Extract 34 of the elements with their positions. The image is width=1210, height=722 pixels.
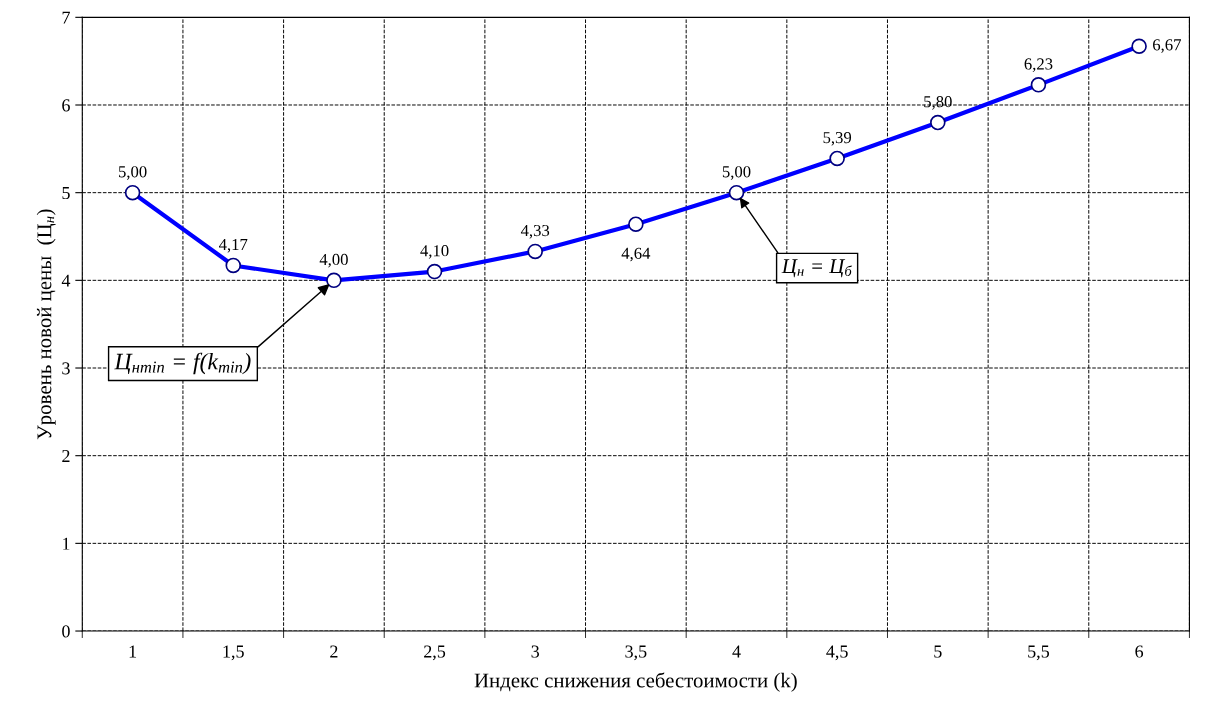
x-tick-label: 1,5 bbox=[223, 645, 244, 661]
data-label: 4,64 bbox=[621, 247, 651, 262]
x-tick-label: 5 bbox=[934, 645, 942, 658]
data-label: 4,10 bbox=[420, 245, 449, 259]
y-tick-label: 4 bbox=[61, 274, 71, 287]
y-tick-label: 7 bbox=[62, 11, 70, 24]
data-label: 5,80 bbox=[924, 96, 952, 110]
x-tick-label: 3 bbox=[531, 645, 540, 658]
y-tick-label: 6 bbox=[62, 99, 70, 112]
y-axis-title: Уровень новой цены (Ц$_{н}$) bbox=[36, 209, 56, 440]
data-label: 4,33 bbox=[520, 224, 550, 239]
data-label: 4,00 bbox=[319, 253, 348, 268]
annotation: Ц$_{нmin}$ = f(k$_{min}$) bbox=[114, 352, 251, 375]
annotation: Ц$_{н}$ = Ц$_{б}$ bbox=[781, 259, 853, 278]
y-tick-label: 5 bbox=[62, 187, 70, 200]
y-tick-label: 2 bbox=[62, 449, 70, 462]
data-label: 5,39 bbox=[823, 132, 852, 146]
x-tick-label: 1 bbox=[129, 645, 137, 658]
data-label: 6,23 bbox=[1024, 58, 1053, 72]
x-tick-label: 5,5 bbox=[1028, 645, 1050, 661]
y-tick-label: 0 bbox=[62, 625, 70, 638]
data-label: 5,00 bbox=[118, 166, 147, 180]
data-label: 5,00 bbox=[722, 166, 751, 180]
x-tick-label: 2 bbox=[330, 645, 338, 658]
y-tick-label: 1 bbox=[63, 537, 70, 550]
data-label: 4,17 bbox=[219, 239, 248, 253]
x-tick-label: 3,5 bbox=[625, 645, 647, 661]
x-tick-label: 4,5 bbox=[826, 645, 848, 661]
x-axis-title: Индекс снижения себестоимости (k) bbox=[474, 672, 797, 692]
x-tick-label: 2,5 bbox=[424, 645, 446, 661]
x-tick-label: 6 bbox=[1135, 645, 1144, 658]
x-tick-label: 4 bbox=[732, 645, 741, 658]
y-tick-label: 3 bbox=[62, 362, 70, 375]
data-label: 6,67 bbox=[1153, 39, 1181, 53]
